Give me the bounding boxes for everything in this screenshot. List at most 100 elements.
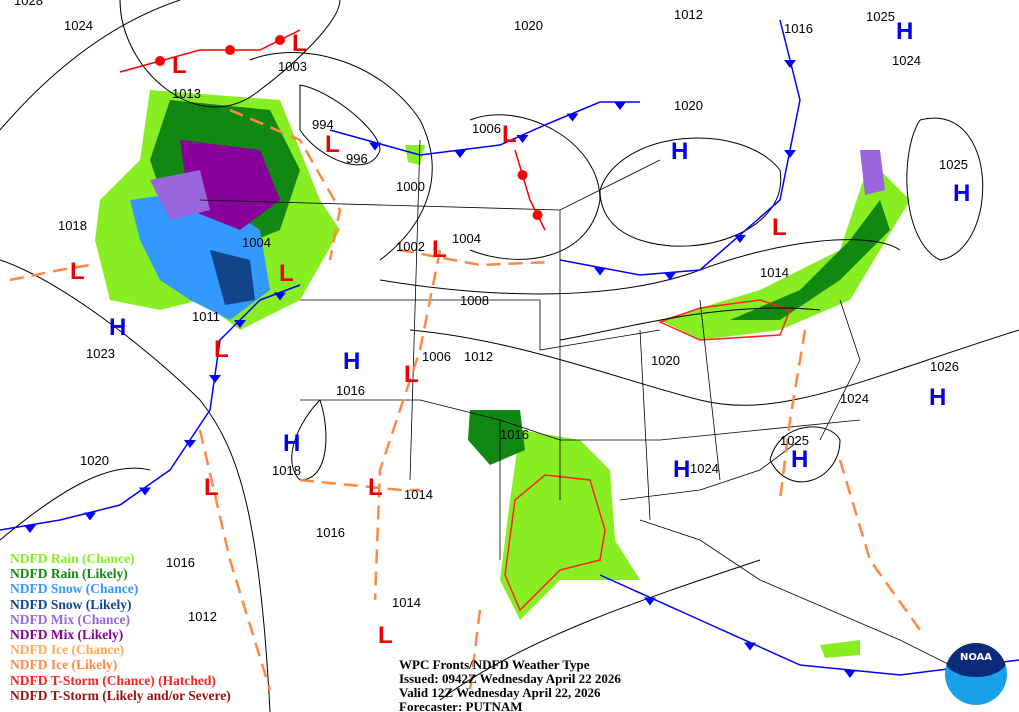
isobar-label: 1026 xyxy=(930,359,959,374)
legend-ice-chance: NDFD Ice (Chance) xyxy=(10,642,124,658)
legend-tstorm-chance: NDFD T-Storm (Chance) (Hatched) xyxy=(10,672,216,688)
state-border xyxy=(409,139,421,481)
low-pressure-center: L xyxy=(404,361,419,388)
cold-front-triangle xyxy=(24,525,36,533)
precip-area xyxy=(660,160,910,340)
cold-front-triangle xyxy=(566,113,579,122)
high-pressure-center: H xyxy=(109,314,126,341)
isobar-label: 1025 xyxy=(939,157,968,172)
isobar-label: 1004 xyxy=(242,235,271,250)
state-border xyxy=(619,439,801,501)
pressure-centers: H H H H H H H H H L L L L L L L L L L L L L xyxy=(70,18,970,649)
cold-front-triangle xyxy=(734,235,746,243)
legend-ice-likely: NDFD Ice (Likely) xyxy=(10,657,118,673)
precip-area xyxy=(500,430,640,620)
isobar-label: 1020 xyxy=(674,98,703,113)
high-pressure-center: H xyxy=(343,348,360,375)
isobar xyxy=(409,329,1019,406)
high-pressure-center: H xyxy=(673,456,690,483)
trough xyxy=(299,478,420,492)
isobar-label: 1020 xyxy=(80,453,109,468)
isobar-label: 996 xyxy=(346,151,368,166)
precip-area xyxy=(730,200,890,320)
isobar-label: 1000 xyxy=(396,179,425,194)
state-border xyxy=(560,419,861,441)
isobar xyxy=(906,117,984,261)
high-pressure-center: H xyxy=(929,384,946,411)
isobar-label: 1014 xyxy=(392,595,421,610)
isobar-label: 1028 xyxy=(14,0,43,8)
isobar xyxy=(769,426,841,483)
legend-snow-chance: NDFD Snow (Chance) xyxy=(10,581,139,597)
high-pressure-center: H xyxy=(896,18,913,45)
isobar-label: 1002 xyxy=(396,239,425,254)
isobar-label: 1016 xyxy=(166,555,195,570)
isobar xyxy=(0,467,151,541)
isobar-label: 1023 xyxy=(86,346,115,361)
cold-front-triangle xyxy=(644,597,656,606)
isobar xyxy=(0,0,181,131)
caption-forecaster: Forecaster: PUTNAM xyxy=(399,699,523,712)
trough xyxy=(373,249,442,601)
isobar-label: 994 xyxy=(312,117,334,132)
isobar xyxy=(119,0,341,108)
cold-front-triangle xyxy=(516,135,529,143)
isobar-label: 1016 xyxy=(784,21,813,36)
warm-front xyxy=(514,149,546,231)
isobar-label: 1006 xyxy=(422,349,451,364)
legend-snow-likely: NDFD Snow (Likely) xyxy=(10,596,132,612)
isobar-label: 1018 xyxy=(272,463,301,478)
cold-front-triangle xyxy=(84,512,96,521)
isobar xyxy=(599,137,782,247)
caption-title: WPC Fronts/NDFD Weather Type xyxy=(399,657,590,672)
isobar-label: 1014 xyxy=(760,265,789,280)
caption-valid: Valid 12Z Wednesday April 22, 2026 xyxy=(399,685,601,700)
legend-rain-likely: NDFD Rain (Likely) xyxy=(10,566,128,582)
trough xyxy=(838,459,922,631)
cold-front-triangle xyxy=(274,292,286,301)
warm-front xyxy=(119,29,301,73)
cold-front-triangle xyxy=(594,267,606,276)
precip-area xyxy=(860,150,885,195)
trough xyxy=(778,329,807,501)
cold-front-triangle xyxy=(784,60,796,68)
low-pressure-center: L xyxy=(502,121,517,148)
cold-front-triangle xyxy=(614,102,626,110)
isobar-label: 1018 xyxy=(58,218,87,233)
low-pressure-center: L xyxy=(325,131,340,158)
noaa-logo-text: NOAA xyxy=(959,652,993,663)
high-pressure-center: H xyxy=(671,138,688,165)
isobar-labels: 1028 1024 1020 1012 1016 1025 1024 1003 1013 994 1… xyxy=(14,0,968,624)
isobar-label: 1006 xyxy=(472,121,501,136)
state-border xyxy=(300,399,561,441)
low-pressure-center: L xyxy=(292,30,307,57)
trough xyxy=(229,108,342,261)
state-border xyxy=(639,519,1001,691)
isobar xyxy=(559,307,821,341)
isobar-label: 1016 xyxy=(500,427,529,442)
warm-front-semicircle xyxy=(225,45,235,55)
isobar-label: 1024 xyxy=(840,391,869,406)
isobar-label: 1003 xyxy=(278,59,307,74)
isobar-label: 1008 xyxy=(460,293,489,308)
warm-front-semicircle xyxy=(275,35,285,45)
low-pressure-center: L xyxy=(432,236,447,263)
precip-area xyxy=(210,250,255,305)
isobar-label: 1025 xyxy=(780,433,809,448)
high-pressure-center: H xyxy=(953,180,970,207)
cold-front-triangle xyxy=(744,642,756,651)
isobar-label: 1012 xyxy=(188,609,217,624)
precip-area xyxy=(150,170,210,220)
isobar xyxy=(469,114,601,260)
low-pressure-center: L xyxy=(70,258,85,285)
low-pressure-center: L xyxy=(204,474,219,501)
cold-front-triangle xyxy=(454,150,466,158)
cold-front-triangle xyxy=(139,487,151,496)
low-pressure-center: L xyxy=(279,260,294,287)
trough xyxy=(399,248,551,267)
map-caption: WPC Fronts/NDFD Weather Type Issued: 094… xyxy=(399,658,621,712)
legend-mix-likely: NDFD Mix (Likely) xyxy=(10,627,124,643)
